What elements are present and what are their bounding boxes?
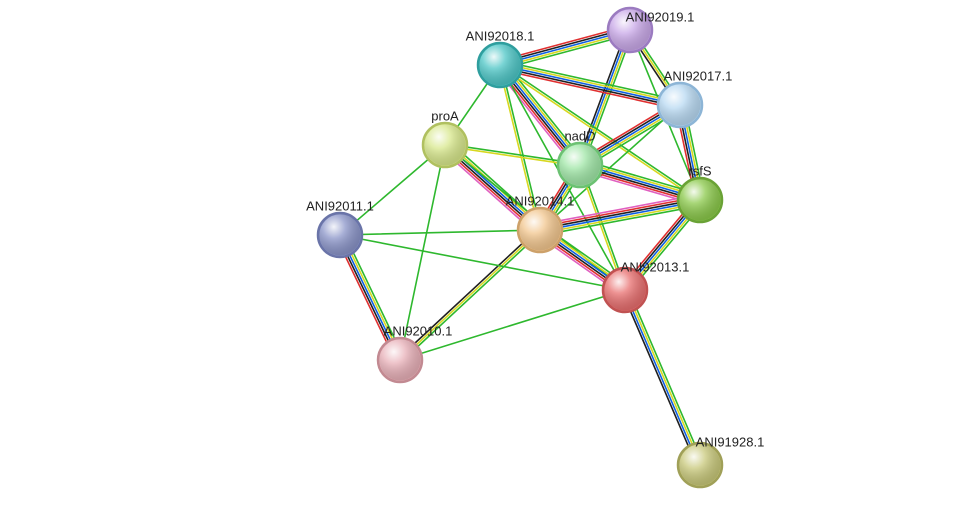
node-circle[interactable] <box>378 338 422 382</box>
network-node[interactable] <box>318 213 362 257</box>
network-node[interactable] <box>558 143 602 187</box>
network-node[interactable] <box>518 208 562 252</box>
edge <box>340 230 540 235</box>
edge <box>400 230 540 360</box>
network-graph: ANI92019.1ANI92018.1ANI92017.1proAnadDrs… <box>0 0 975 526</box>
node-circle[interactable] <box>658 83 702 127</box>
edges-layer <box>336 26 704 467</box>
network-node[interactable] <box>678 443 722 487</box>
node-circle[interactable] <box>603 268 647 312</box>
node-circle[interactable] <box>318 213 362 257</box>
network-node[interactable] <box>478 43 522 87</box>
network-node[interactable] <box>378 338 422 382</box>
edge <box>622 291 697 466</box>
node-circle[interactable] <box>478 43 522 87</box>
edge <box>340 235 625 290</box>
node-circle[interactable] <box>608 8 652 52</box>
node-circle[interactable] <box>558 143 602 187</box>
edge <box>628 289 703 464</box>
network-node[interactable] <box>678 178 722 222</box>
network-node[interactable] <box>603 268 647 312</box>
node-label: ANI92018.1 <box>466 28 535 43</box>
node-label: ANI92011.1 <box>306 198 374 213</box>
node-circle[interactable] <box>423 123 467 167</box>
node-circle[interactable] <box>678 178 722 222</box>
network-node[interactable] <box>658 83 702 127</box>
node-circle[interactable] <box>678 443 722 487</box>
network-node[interactable] <box>608 8 652 52</box>
edge <box>624 290 699 465</box>
node-circle[interactable] <box>518 208 562 252</box>
node-label: proA <box>431 108 459 123</box>
network-node[interactable] <box>423 123 467 167</box>
edge <box>540 201 700 231</box>
node-label: ANI92017.1 <box>664 68 733 83</box>
edge <box>626 290 701 465</box>
